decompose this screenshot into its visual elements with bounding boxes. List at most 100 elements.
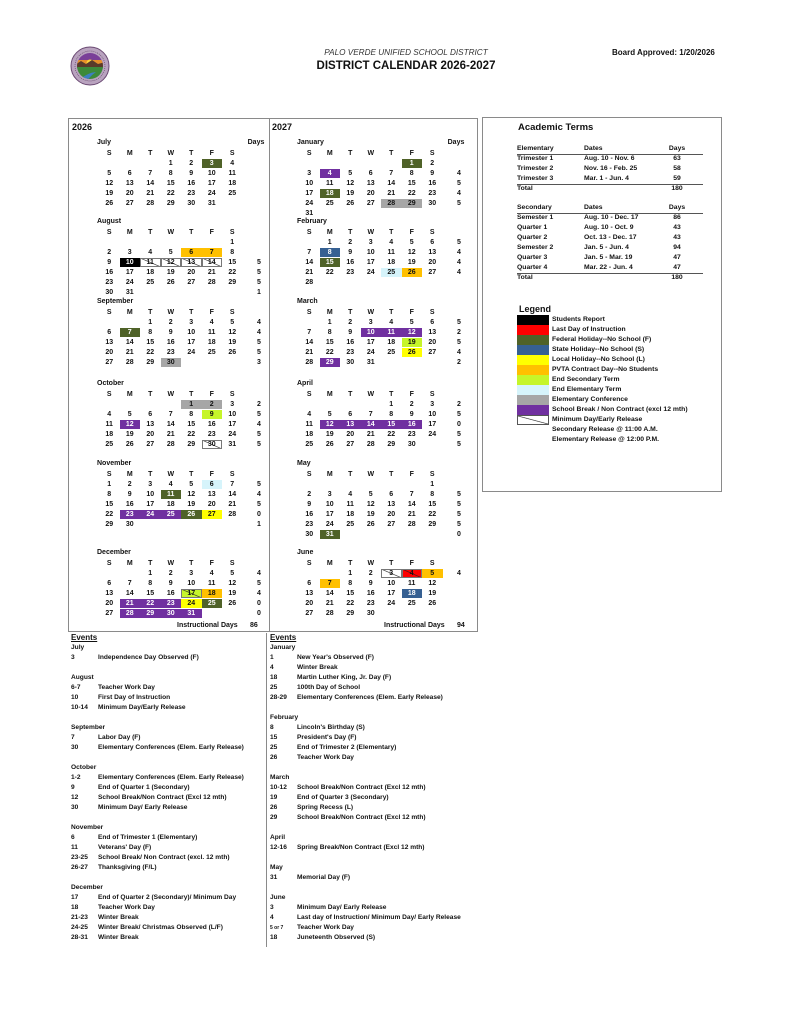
day-cell: 19 [125, 431, 134, 438]
month-name: February [297, 218, 327, 225]
weekday-header: M [126, 229, 133, 236]
day-cell: 20 [187, 269, 196, 276]
day-cell: 21 [366, 431, 375, 438]
event-date: 10-14 [71, 704, 88, 711]
day-cell: 21 [305, 269, 314, 276]
legend-label: Minimum Day/Early Release [552, 416, 643, 423]
day-cell: 28 [228, 511, 237, 518]
term-cell: Aug. 10 - Dec. 17 [584, 214, 639, 221]
day-cell-break: 11 [381, 328, 402, 337]
weekday-header: T [189, 150, 194, 157]
day-cell: 8 [230, 249, 235, 256]
weekday-header: W [167, 391, 175, 398]
day-cell: 29 [428, 521, 437, 528]
day-cell: 24 [207, 190, 216, 197]
day-cell: 4 [148, 249, 153, 256]
day-cell: 9 [409, 411, 414, 418]
day-cell: 16 [207, 421, 216, 428]
board-approved-date: Board Approved: 1/20/2026 [612, 48, 715, 57]
week-day-count: 4 [257, 590, 261, 597]
day-cell: 6 [348, 411, 353, 418]
term-cell: 43 [673, 234, 681, 241]
term-row: Trimester 2 Nov. 16 - Feb. 25 58 [517, 164, 705, 174]
weekday-header: S [306, 229, 312, 236]
day-cell: 8 [148, 329, 153, 336]
event-date: 11 [71, 844, 78, 851]
day-cell: 20 [305, 600, 314, 607]
day-cell: 23 [166, 349, 175, 356]
week-day-count: 3 [257, 359, 261, 366]
day-cell-conf: 1 [181, 400, 202, 409]
day-cell: 14 [125, 590, 134, 597]
term-cell: 180 [671, 185, 683, 192]
term-cell: 63 [673, 155, 681, 162]
day-cell: 24 [228, 431, 237, 438]
event-date: 18 [270, 934, 278, 941]
day-cell: 2 [168, 319, 173, 326]
district-seal-logo [70, 46, 110, 86]
day-cell: 6 [307, 580, 312, 587]
day-cell: 17 [228, 421, 237, 428]
day-cell: 2 [348, 239, 353, 246]
day-cell: 24 [125, 279, 134, 286]
day-cell-conf: 28 [381, 199, 402, 208]
day-cell: 12 [407, 249, 416, 256]
terms-total: Total 180 [517, 273, 705, 283]
day-cell: 17 [207, 180, 216, 187]
instructional-days-label: Instructional Days [177, 622, 238, 629]
month-name: August [97, 218, 122, 225]
event-description: Independence Day Observed (F) [98, 654, 199, 661]
day-cell: 8 [348, 580, 353, 587]
day-cell: 5 [327, 411, 332, 418]
event-month-heading: March [270, 774, 290, 781]
event-month-heading: October [71, 764, 97, 771]
day-cell: 25 [407, 600, 416, 607]
event-description: New Year's Observed (F) [297, 654, 374, 661]
month-name: December [97, 549, 131, 556]
day-cell: 27 [305, 610, 314, 617]
day-cell-break: 12 [319, 420, 340, 429]
day-cell: 27 [387, 521, 396, 528]
day-cell: 26 [346, 200, 355, 207]
weekday-header: F [409, 471, 414, 478]
term-cell: Jan. 5 - Jun. 4 [584, 244, 629, 251]
day-cell: 18 [105, 431, 114, 438]
term-row: Quarter 1 Aug. 10 - Oct. 9 43 [517, 223, 705, 233]
day-cell: 28 [125, 359, 134, 366]
weekday-header: F [209, 560, 214, 567]
day-cell: 12 [366, 501, 375, 508]
event-item: 3 Minimum Day/ Early Release [270, 903, 480, 913]
event-description: Minimum Day/ Early Release [297, 904, 387, 911]
term-cell: Quarter 2 [517, 234, 548, 241]
day-cell: 26 [125, 441, 134, 448]
event-item: 10-14 Minimum Day/Early Release [71, 703, 281, 713]
day-cell: 16 [366, 590, 375, 597]
day-cell: 22 [228, 269, 237, 276]
event-description: Thanksgiving (F/L) [98, 864, 157, 871]
event-date: 28-29 [270, 694, 287, 701]
event-description: Last day of Instruction/ Minimum Day/ Ea… [297, 914, 461, 921]
day-cell: 5 [348, 170, 353, 177]
legend-label: End Elementary Term [552, 386, 622, 393]
day-cell: 19 [428, 590, 437, 597]
day-cell: 16 [187, 180, 196, 187]
event-month-heading: July [71, 644, 85, 651]
day-cell: 11 [228, 170, 236, 177]
day-cell: 23 [105, 279, 114, 286]
day-cell: 12 [187, 491, 196, 498]
legend-label: School Break / Non Contract (excl 12 mth… [552, 406, 688, 413]
weekday-header: T [189, 560, 194, 567]
day-cell: 13 [105, 590, 114, 597]
day-cell: 31 [305, 210, 314, 217]
weekday-header: S [306, 391, 312, 398]
day-cell: 19 [166, 269, 175, 276]
day-cell: 10 [428, 411, 437, 418]
day-cell: 6 [389, 491, 394, 498]
day-cell: 22 [407, 190, 416, 197]
event-item: 9 End of Quarter 1 (Secondary) [71, 783, 281, 793]
event-date: 12-16 [270, 844, 287, 851]
day-cell: 18 [387, 259, 396, 266]
day-cell: 9 [127, 491, 132, 498]
event-date: 1-2 [71, 774, 81, 781]
day-cell: 15 [187, 421, 196, 428]
